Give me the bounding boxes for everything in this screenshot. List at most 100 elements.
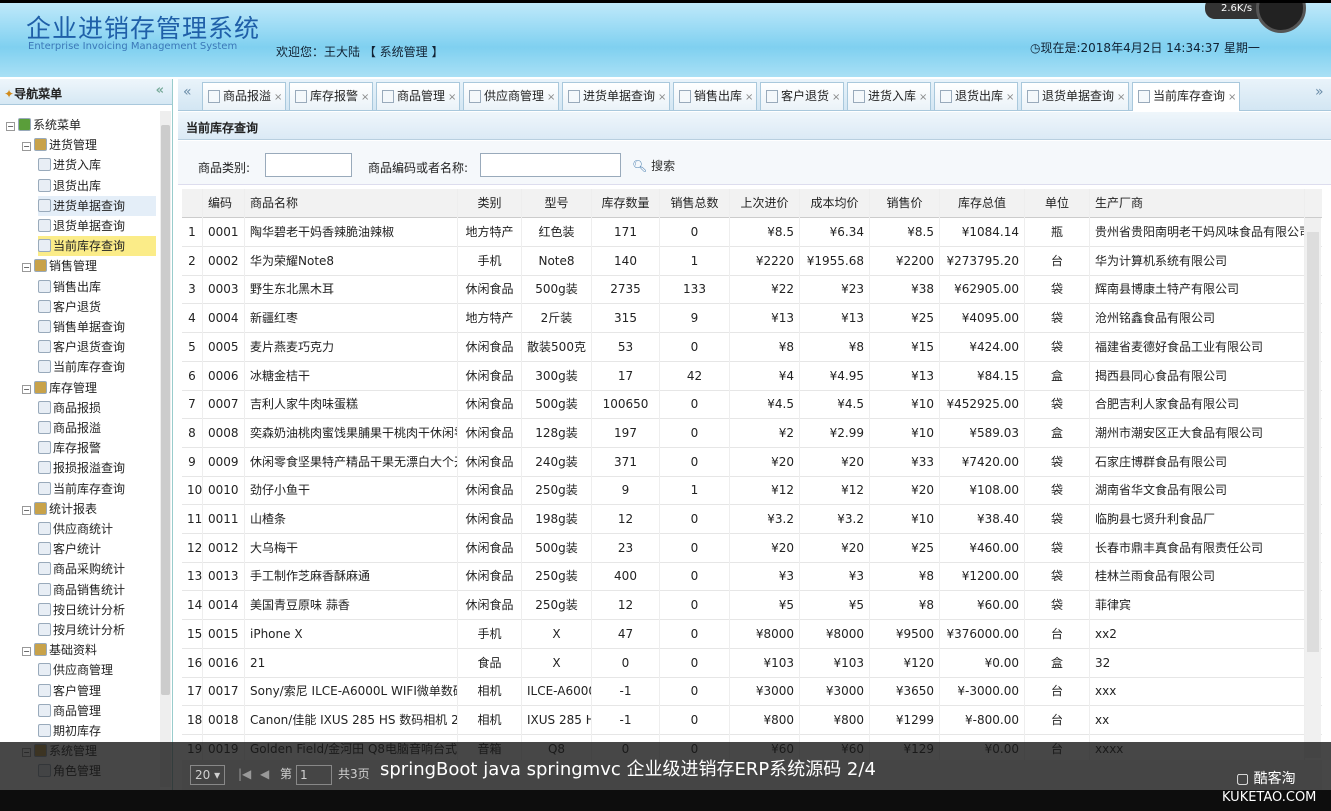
nav-item[interactable]: 进货单据查询 <box>38 195 156 216</box>
close-tab-icon[interactable]: × <box>1006 92 1015 103</box>
expand-toggle-icon[interactable]: − <box>22 647 31 657</box>
nav-item[interactable]: 客户统计 <box>38 539 156 559</box>
table-row[interactable]: 6 0006 冰糖金桔干 休闲食品 300g装 17 42 ¥4 ¥4.95 ¥13 ¥84.15 盒… <box>182 361 1322 391</box>
close-tab-icon[interactable]: × <box>547 92 556 103</box>
tab-5[interactable]: 销售出库 × <box>673 82 757 110</box>
table-scrollbar[interactable] <box>1305 218 1321 758</box>
sidebar-scrollbar[interactable] <box>160 111 171 787</box>
nav-item[interactable]: 退货出库 <box>38 176 156 196</box>
nav-item[interactable]: − 进货管理 <box>22 135 156 155</box>
page-size-select[interactable]: 20 ▾ <box>190 765 226 785</box>
table-row[interactable]: 1 0001 陶华碧老干妈香辣脆油辣椒 地方特产 红色装 171 0 ¥8.5 ¥6.34 ¥8.… <box>182 218 1322 247</box>
table-row[interactable]: 12 0012 大乌梅干 休闲食品 500g装 23 0 ¥20 ¥20 ¥25 ¥460.00 袋长… <box>182 533 1322 563</box>
table-row[interactable]: 4 0004 新疆红枣 地方特产 2斤装 315 9 ¥13 ¥13 ¥25 ¥4095.00 袋沧州… <box>182 304 1322 334</box>
close-tab-icon[interactable]: × <box>919 92 928 103</box>
table-row[interactable]: 9 0009 休闲零食坚果特产精品干果无漂白大个开口 休闲食品 240g装 371 0 ¥20… <box>182 447 1322 477</box>
tab-9[interactable]: 退货单据查询 × <box>1021 82 1129 110</box>
code-input[interactable] <box>480 153 621 177</box>
nav-item[interactable]: 商品报溢 <box>38 418 156 438</box>
table-row[interactable]: 5 0005 麦片燕麦巧克力 休闲食品 散装500克 53 0 ¥8 ¥8 ¥15 ¥424.00 袋… <box>182 332 1322 362</box>
column-header[interactable]: 类别 <box>458 189 522 218</box>
close-tab-icon[interactable]: × <box>1228 92 1237 103</box>
table-row[interactable]: 3 0003 野生东北黑木耳 休闲食品 500g装 2735 133 ¥22 ¥23 ¥38 ¥62… <box>182 275 1322 305</box>
nav-item[interactable]: 库存报警 <box>38 438 156 458</box>
search-button[interactable]: 🔍︎ 搜索 <box>632 159 676 173</box>
nav-item[interactable]: 角色管理 <box>38 761 156 781</box>
nav-item[interactable]: 销售单据查询 <box>38 317 156 337</box>
nav-item[interactable]: 进货入库 <box>38 155 156 175</box>
expand-toggle-icon[interactable]: − <box>22 748 31 758</box>
nav-item[interactable]: 当前库存查询 <box>38 236 156 257</box>
tab-prev-button[interactable]: « <box>183 84 192 100</box>
table-row[interactable]: 15 0015 iPhone X 手机 X 47 0 ¥8000 ¥8000 ¥9500 ¥3760… <box>182 619 1322 649</box>
nav-item[interactable]: − 销售管理 <box>22 256 156 276</box>
table-row[interactable]: 11 0011 山楂条 休闲食品 198g装 12 0 ¥3.2 ¥3.2 ¥10 ¥38.40 袋临… <box>182 505 1322 534</box>
nav-item[interactable]: 退货单据查询 <box>38 216 156 236</box>
tab-0[interactable]: 商品报溢 × <box>202 82 286 110</box>
column-header[interactable]: 商品名称 <box>245 189 458 218</box>
column-header[interactable] <box>182 189 203 218</box>
nav-item[interactable]: 销售出库 <box>38 277 156 297</box>
close-tab-icon[interactable]: × <box>745 92 754 103</box>
nav-item[interactable]: 客户退货 <box>38 297 156 317</box>
tab-2[interactable]: 商品管理 × <box>376 82 460 110</box>
column-header[interactable]: 编码 <box>203 189 245 218</box>
column-header[interactable]: 生产厂商 <box>1090 189 1305 218</box>
table-row[interactable]: 14 0014 美国青豆原味 蒜香 休闲食品 250g装 12 0 ¥5 ¥5 ¥8 ¥60.00 袋… <box>182 591 1322 621</box>
close-tab-icon[interactable]: × <box>832 92 841 103</box>
nav-item[interactable]: − 统计报表 <box>22 499 156 519</box>
tab-7[interactable]: 进货入库 × <box>847 82 931 110</box>
nav-item[interactable]: 商品销售统计 <box>38 580 156 600</box>
tab-8[interactable]: 退货出库 × <box>934 82 1018 110</box>
nav-item[interactable]: 报损报溢查询 <box>38 458 156 478</box>
nav-item[interactable]: − 系统管理 <box>22 741 156 761</box>
nav-item[interactable]: − 基础资料 <box>22 640 156 660</box>
tab-1[interactable]: 库存报警 × <box>289 82 373 110</box>
nav-item[interactable]: 供应商统计 <box>38 519 156 539</box>
close-tab-icon[interactable]: × <box>274 92 283 103</box>
expand-toggle-icon[interactable]: − <box>22 142 31 152</box>
close-tab-icon[interactable]: × <box>361 92 370 103</box>
table-row[interactable]: 8 0008 奕森奶油桃肉蜜饯果脯果干桃肉干休闲零食 休闲食品 128g装 197 0 ¥2 ¥… <box>182 418 1322 448</box>
column-header[interactable]: 成本均价 <box>800 189 870 218</box>
table-row[interactable]: 7 0007 吉利人家牛肉味蛋糕 休闲食品 500g装 100650 0 ¥4.5 ¥4.5 ¥1… <box>182 390 1322 420</box>
close-tab-icon[interactable]: × <box>448 92 457 103</box>
tab-10[interactable]: 当前库存查询 × <box>1132 82 1240 111</box>
column-header[interactable]: 库存数量 <box>592 189 660 218</box>
tab-3[interactable]: 供应商管理 × <box>463 82 559 110</box>
tab-next-button[interactable]: » <box>1315 84 1324 100</box>
nav-item[interactable]: 客户退货查询 <box>38 337 156 357</box>
expand-toggle-icon[interactable]: − <box>22 384 31 394</box>
page-input[interactable]: 1 <box>296 765 332 785</box>
nav-item[interactable]: 商品管理 <box>38 701 156 721</box>
nav-item[interactable]: 按日统计分析 <box>38 600 156 620</box>
column-header[interactable]: 销售价 <box>870 189 940 218</box>
first-page-button[interactable]: |◀ <box>238 767 252 781</box>
column-header[interactable]: 库存总值 <box>940 189 1025 218</box>
collapse-sidebar-button[interactable]: « <box>155 83 164 98</box>
expand-toggle-icon[interactable]: − <box>22 505 31 515</box>
close-tab-icon[interactable]: × <box>1117 92 1126 103</box>
close-tab-icon[interactable]: × <box>658 92 667 103</box>
column-header[interactable]: 单位 <box>1025 189 1090 218</box>
nav-item[interactable]: − 库存管理 <box>22 378 156 398</box>
nav-item[interactable]: − 系统菜单 <box>6 115 156 135</box>
nav-item[interactable]: 客户管理 <box>38 681 156 701</box>
table-row[interactable]: 16 0016 21 食品 X 0 0 ¥103 ¥103 ¥120 ¥0.00 盒 32 <box>182 648 1322 678</box>
expand-toggle-icon[interactable]: − <box>22 263 31 273</box>
nav-item[interactable]: 商品采购统计 <box>38 559 156 579</box>
nav-item[interactable]: 商品报损 <box>38 398 156 418</box>
column-header[interactable]: 上次进价 <box>730 189 800 218</box>
nav-item[interactable]: 供应商管理 <box>38 660 156 680</box>
scroll-thumb[interactable] <box>1307 232 1319 652</box>
nav-item[interactable]: 当前库存查询 <box>38 357 156 377</box>
tab-4[interactable]: 进货单据查询 × <box>562 82 670 110</box>
prev-page-button[interactable]: ◀ <box>260 767 270 781</box>
nav-item[interactable]: 当前库存查询 <box>38 479 156 499</box>
table-row[interactable]: 10 0010 劲仔小鱼干 休闲食品 250g装 9 1 ¥12 ¥12 ¥20 ¥108.00 袋湖… <box>182 476 1322 506</box>
category-input[interactable] <box>265 153 352 177</box>
scroll-thumb[interactable] <box>161 125 170 695</box>
nav-item[interactable]: 期初库存 <box>38 721 156 741</box>
nav-item[interactable]: 按月统计分析 <box>38 620 156 640</box>
